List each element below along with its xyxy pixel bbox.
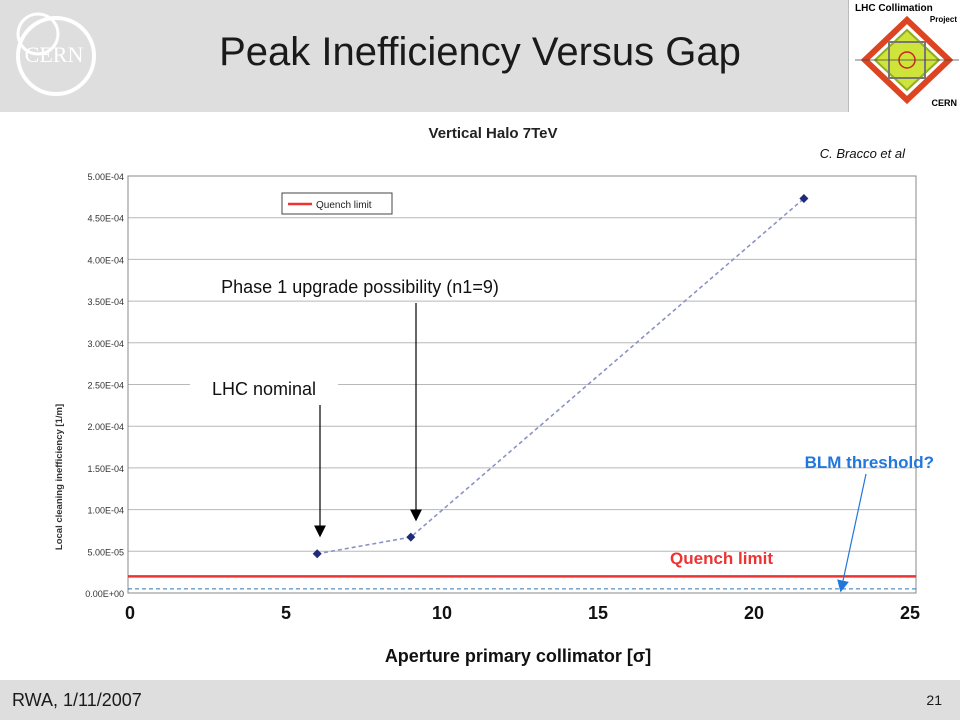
cern-logo-text: CERN xyxy=(25,42,84,67)
y-tick-label: 3.00E-04 xyxy=(87,339,124,349)
y-tick-label: 4.50E-04 xyxy=(87,214,124,224)
y-tick-label: 5.00E-04 xyxy=(87,172,124,182)
legend: Quench limit xyxy=(281,192,393,215)
y-tick-label: 2.00E-04 xyxy=(87,422,124,432)
annotation-phase1-text: Phase 1 upgrade possibility (n1=9) xyxy=(221,277,499,297)
x-tick-label: 10 xyxy=(432,603,452,623)
annotation-lhc-nominal: LHC nominal xyxy=(190,374,338,402)
y-axis-label: Local cleaning inefficiency [1/m] xyxy=(54,404,65,550)
x-axis-label: Aperture primary collimator [σ] xyxy=(385,646,651,666)
y-tick-label: 4.00E-04 xyxy=(87,255,124,265)
data-point xyxy=(406,532,416,542)
annotation-lhc-nominal-text: LHC nominal xyxy=(212,379,316,399)
plot-area xyxy=(127,175,917,594)
data-point xyxy=(799,194,809,204)
slide-footer: RWA, 1/11/2007 21 xyxy=(0,680,960,720)
annotation-phase1: Phase 1 upgrade possibility (n1=9) xyxy=(166,272,554,300)
arrow-blm-threshold xyxy=(837,473,867,593)
chart: 0.00E+00 5.00E-05 1.00E-04 1.50E-04 2.00E-04… xyxy=(0,112,960,680)
chart-credit: C. Bracco et al xyxy=(820,146,906,161)
project-logo-line3: CERN xyxy=(931,98,957,108)
y-tick-label: 1.50E-04 xyxy=(87,464,124,474)
slide-title: Peak Inefficiency Versus Gap xyxy=(219,30,741,74)
x-tick-label: 15 xyxy=(588,603,608,623)
x-tick-label: 5 xyxy=(281,603,291,623)
x-tick-label: 20 xyxy=(744,603,764,623)
chart-title: Vertical Halo 7TeV xyxy=(429,125,558,142)
project-logo: LHC Collimation Project CERN xyxy=(848,0,960,112)
project-logo-line2: Project xyxy=(930,15,957,24)
data-point xyxy=(312,549,322,559)
y-tick-label: 0.00E+00 xyxy=(85,589,124,599)
series-line xyxy=(317,197,805,555)
annotation-blm-threshold: BLM threshold? xyxy=(805,453,934,472)
cern-logo: CERN xyxy=(16,12,96,96)
y-tick-label: 3.50E-04 xyxy=(87,297,124,307)
slide-header: CERN Peak Inefficiency Versus Gap LHC Co… xyxy=(0,0,960,112)
project-logo-line1: LHC Collimation xyxy=(855,3,933,14)
legend-label: Quench limit xyxy=(316,200,372,211)
page-number: 21 xyxy=(926,692,942,708)
x-tick-label: 25 xyxy=(900,603,920,623)
annotation-quench-limit: Quench limit xyxy=(670,549,773,568)
y-tick-label: 5.00E-05 xyxy=(87,547,124,557)
y-tick-label: 1.00E-04 xyxy=(87,506,124,516)
x-tick-label: 0 xyxy=(125,603,135,623)
collimator-emblem xyxy=(855,15,959,105)
footer-author-date: RWA, 1/11/2007 xyxy=(12,690,142,710)
y-tick-label: 2.50E-04 xyxy=(87,381,124,391)
